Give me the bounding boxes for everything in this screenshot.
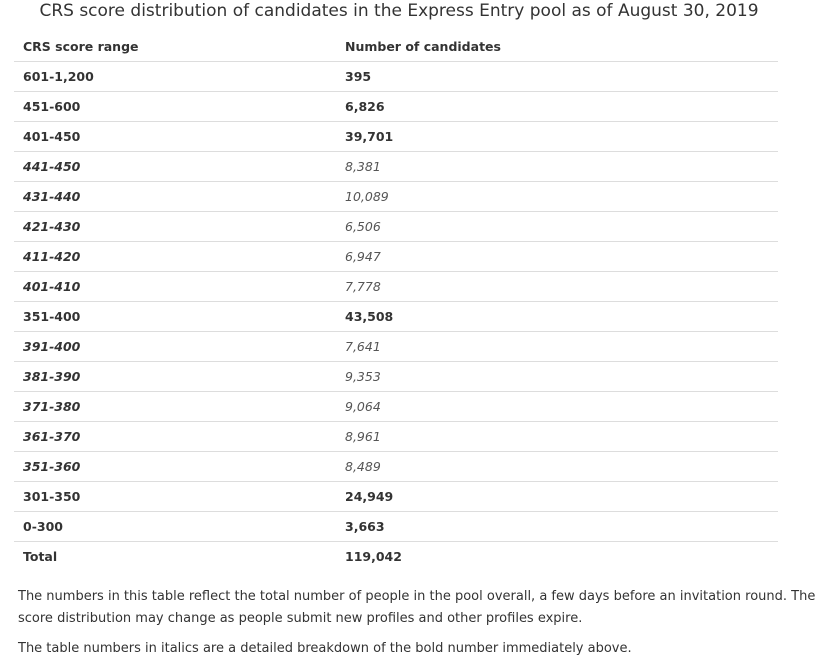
- candidate-count-cell: 395: [345, 69, 372, 84]
- score-range-cell: 401-410: [23, 279, 81, 294]
- score-range-cell: 351-400: [23, 309, 81, 324]
- score-range-cell: 361-370: [23, 429, 81, 444]
- note-pool-explanation: The numbers in this table reflect the to…: [18, 589, 816, 626]
- candidate-count-cell: 39,701: [345, 129, 394, 144]
- score-range-cell: 381-390: [23, 369, 81, 384]
- crs-distribution-table: CRS score range Number of candidates 601…: [14, 32, 778, 571]
- score-range-cell: 351-360: [23, 459, 81, 474]
- candidate-count-cell: 6,826: [345, 99, 385, 114]
- table-row: 361-370 8,961: [14, 422, 778, 452]
- candidate-count-cell: 6,947: [345, 249, 381, 264]
- score-range-cell: 431-440: [23, 189, 81, 204]
- table-body: 601-1,200 395 451-600 6,826 401-450 39,701 441…: [14, 62, 778, 571]
- candidate-count-cell: 9,064: [345, 399, 381, 414]
- score-range-cell: 601-1,200: [23, 69, 94, 84]
- table-caption: CRS score distribution of candidates in …: [39, 1, 759, 21]
- candidate-count-cell: 119,042: [345, 549, 402, 564]
- table-row: 301-350 24,949: [14, 482, 778, 512]
- table-row: 441-450 8,381: [14, 152, 778, 182]
- candidate-count-cell: 8,961: [345, 429, 381, 444]
- score-range-cell: 301-350: [23, 489, 81, 504]
- score-range-cell: Total: [23, 549, 58, 564]
- candidate-count-cell: 10,089: [345, 189, 389, 204]
- candidate-count-cell: 7,641: [345, 339, 381, 354]
- score-range-cell: 421-430: [23, 219, 81, 234]
- table-row: 601-1,200 395: [14, 62, 778, 92]
- table-row: 0-300 3,663: [14, 512, 778, 542]
- table-row: 351-400 43,508: [14, 302, 778, 332]
- table-row: 371-380 9,064: [14, 392, 778, 422]
- candidate-count-cell: 7,778: [345, 279, 381, 294]
- note-italics-explanation: The table numbers in italics are a detai…: [18, 641, 632, 656]
- table-header-row: CRS score range Number of candidates: [14, 32, 778, 62]
- header-crs-score-range: CRS score range: [23, 39, 139, 54]
- score-range-cell: 0-300: [23, 519, 63, 534]
- score-range-cell: 391-400: [23, 339, 81, 354]
- table-row: 451-600 6,826: [14, 92, 778, 122]
- score-range-cell: 401-450: [23, 129, 81, 144]
- table-notes: The numbers in this table reflect the to…: [18, 586, 818, 660]
- candidate-count-cell: 43,508: [345, 309, 394, 324]
- table-row: 351-360 8,489: [14, 452, 778, 482]
- candidate-count-cell: 8,381: [345, 159, 381, 174]
- table-row: 431-440 10,089: [14, 182, 778, 212]
- table-row: 391-400 7,641: [14, 332, 778, 362]
- table-row: 411-420 6,947: [14, 242, 778, 272]
- candidate-count-cell: 9,353: [345, 369, 381, 384]
- candidate-count-cell: 6,506: [345, 219, 381, 234]
- table-row: 401-450 39,701: [14, 122, 778, 152]
- score-range-cell: 411-420: [23, 249, 81, 264]
- table-row: 381-390 9,353: [14, 362, 778, 392]
- score-range-cell: 451-600: [23, 99, 81, 114]
- table-row: 401-410 7,778: [14, 272, 778, 302]
- header-number-of-candidates: Number of candidates: [345, 39, 501, 54]
- candidate-count-cell: 24,949: [345, 489, 394, 504]
- table-row: 421-430 6,506: [14, 212, 778, 242]
- table-total-row: Total 119,042: [14, 542, 778, 571]
- score-range-cell: 371-380: [23, 399, 81, 414]
- score-range-cell: 441-450: [23, 159, 81, 174]
- candidate-count-cell: 3,663: [345, 519, 385, 534]
- candidate-count-cell: 8,489: [345, 459, 381, 474]
